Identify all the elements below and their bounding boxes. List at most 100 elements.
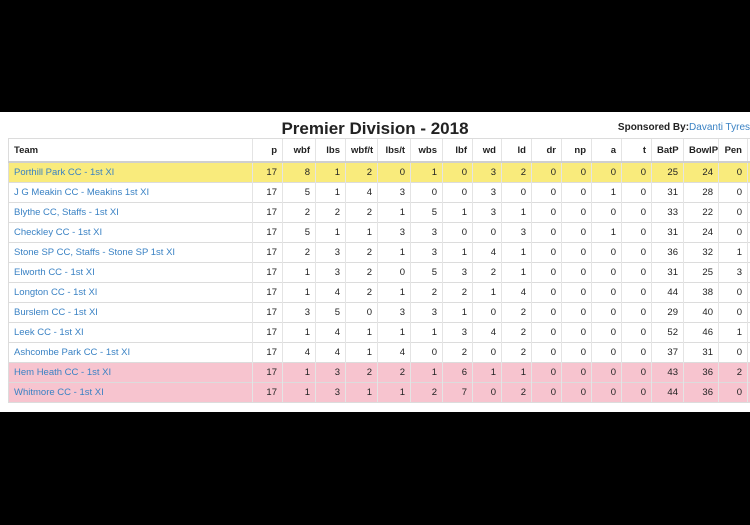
stat-cell: 3 bbox=[377, 302, 411, 323]
team-link[interactable]: Burslem CC - 1st XI bbox=[8, 302, 253, 323]
stat-cell: 3 bbox=[501, 222, 532, 243]
stat-cell: 0 bbox=[531, 242, 562, 263]
stat-cell: 0 bbox=[561, 161, 592, 183]
stat-cell: 199 bbox=[747, 322, 750, 343]
stat-cell: 0 bbox=[718, 382, 748, 403]
column-header[interactable]: lbs bbox=[315, 138, 346, 163]
stat-cell: 278 bbox=[747, 202, 750, 223]
stat-cell: 0 bbox=[591, 382, 622, 403]
stat-cell: 25 bbox=[683, 262, 719, 283]
stat-cell: 43 bbox=[651, 362, 684, 383]
stat-cell: 3 bbox=[410, 302, 443, 323]
column-header[interactable]: t bbox=[621, 138, 652, 163]
stat-cell: 0 bbox=[531, 202, 562, 223]
stat-cell: 0 bbox=[531, 362, 562, 383]
stat-cell: 17 bbox=[252, 362, 283, 383]
column-header[interactable]: dr bbox=[531, 138, 562, 163]
stat-cell: 0 bbox=[621, 302, 652, 323]
stat-cell: 3 bbox=[315, 262, 346, 283]
stat-cell: 3 bbox=[377, 182, 411, 203]
stat-cell: 0 bbox=[531, 262, 562, 283]
stat-cell: 1 bbox=[282, 382, 316, 403]
team-link[interactable]: Porthill Park CC - 1st XI bbox=[8, 161, 253, 183]
stat-cell: 22 bbox=[683, 202, 719, 223]
team-link[interactable]: Elworth CC - 1st XI bbox=[8, 262, 253, 283]
table-row: Burslem CC - 1st XI173503310200002940020… bbox=[8, 302, 750, 323]
stat-cell: 1 bbox=[442, 202, 473, 223]
column-header-team[interactable]: Team bbox=[8, 138, 253, 163]
stat-cell: 0 bbox=[531, 382, 562, 403]
column-header[interactable]: BatP bbox=[651, 138, 684, 163]
stat-cell: 3 bbox=[718, 262, 748, 283]
stat-cell: 3 bbox=[472, 202, 502, 223]
stat-cell: 0 bbox=[531, 322, 562, 343]
team-link[interactable]: Blythe CC, Staffs - 1st XI bbox=[8, 202, 253, 223]
team-link[interactable]: Checkley CC - 1st XI bbox=[8, 222, 253, 243]
column-header[interactable]: ld bbox=[501, 138, 532, 163]
stat-cell: 31 bbox=[651, 222, 684, 243]
stat-cell: 38 bbox=[683, 282, 719, 303]
column-header[interactable]: a bbox=[591, 138, 622, 163]
stat-cell: 1 bbox=[472, 362, 502, 383]
stat-cell: 1 bbox=[315, 222, 346, 243]
table-row: Blythe CC, Staffs - 1st XI 17 2 2 2 1 5 1 3 1 0 0 0 0… bbox=[8, 202, 750, 223]
stat-cell: 52 bbox=[651, 322, 684, 343]
stat-cell: 5 bbox=[315, 302, 346, 323]
column-header[interactable]: p bbox=[252, 138, 283, 163]
stat-cell: 1 bbox=[501, 262, 532, 283]
stat-cell: 44 bbox=[651, 382, 684, 403]
stat-cell: 17 bbox=[252, 262, 283, 283]
table-row: Hem Heath CC - 1st XI 17 1 3 2 2 1 6 1 1 0 0 0 0 43 36 2… bbox=[8, 362, 750, 383]
column-header[interactable]: wd bbox=[472, 138, 502, 163]
column-header[interactable]: np bbox=[561, 138, 592, 163]
stat-cell: 2 bbox=[410, 282, 443, 303]
table-header-row: Team p wbf lbs wbf/t lbs/t wbs lbf wd ld dr np a t Bat… bbox=[8, 138, 750, 163]
stat-cell: 31 bbox=[683, 342, 719, 363]
table-row: Checkley CC - 1st XI17511330030010312402… bbox=[8, 222, 750, 243]
stat-cell: 2 bbox=[345, 362, 378, 383]
stat-cell: 36 bbox=[651, 242, 684, 263]
stat-cell: 1 bbox=[377, 322, 411, 343]
stat-cell: 0 bbox=[621, 342, 652, 363]
stat-cell: 3 bbox=[442, 262, 473, 283]
stat-cell: 0 bbox=[531, 302, 562, 323]
table-row: Ashcombe Park CC - 1st XI 17 4 4 1 4 0 2 0 2 0 0 0 0 3… bbox=[8, 342, 750, 363]
column-header[interactable]: Pts bbox=[747, 138, 750, 163]
stat-cell: 2 bbox=[442, 282, 473, 303]
column-header[interactable]: wbf bbox=[282, 138, 316, 163]
stat-cell: 0 bbox=[621, 242, 652, 263]
column-header[interactable]: Pen bbox=[718, 138, 748, 163]
stat-cell: 4 bbox=[472, 242, 502, 263]
stat-cell: 3 bbox=[315, 242, 346, 263]
stat-cell: 1 bbox=[377, 242, 411, 263]
column-header[interactable]: lbs/t bbox=[377, 138, 411, 163]
stat-cell: 0 bbox=[531, 342, 562, 363]
stat-cell: 4 bbox=[315, 342, 346, 363]
column-header[interactable]: BowlP bbox=[683, 138, 719, 163]
team-link[interactable]: Ashcombe Park CC - 1st XI bbox=[8, 342, 253, 363]
team-link[interactable]: Longton CC - 1st XI bbox=[8, 282, 253, 303]
stat-cell: 44 bbox=[651, 282, 684, 303]
stat-cell: 0 bbox=[561, 262, 592, 283]
stat-cell: 174 bbox=[747, 382, 750, 403]
team-link[interactable]: Leek CC - 1st XI bbox=[8, 322, 253, 343]
team-link[interactable]: Stone SP CC, Staffs - Stone SP 1st XI bbox=[8, 242, 253, 263]
column-header[interactable]: wbf/t bbox=[345, 138, 378, 163]
table-row: Porthill Park CC - 1st XI 17 8 1 2 0 1 0 3 2 0 0 0 0 2… bbox=[8, 161, 750, 183]
stat-cell: 307 bbox=[747, 182, 750, 203]
stat-cell: 0 bbox=[621, 282, 652, 303]
team-link[interactable]: Hem Heath CC - 1st XI bbox=[8, 362, 253, 383]
stat-cell: 0 bbox=[442, 182, 473, 203]
stat-cell: 17 bbox=[252, 161, 283, 183]
team-link[interactable]: J G Meakin CC - Meakins 1st XI bbox=[8, 182, 253, 203]
stat-cell: 212 bbox=[747, 282, 750, 303]
stat-cell: 0 bbox=[561, 382, 592, 403]
stat-cell: 0 bbox=[561, 242, 592, 263]
team-link[interactable]: Whitmore CC - 1st XI bbox=[8, 382, 253, 403]
stat-cell: 1 bbox=[345, 322, 378, 343]
column-header[interactable]: wbs bbox=[410, 138, 443, 163]
sponsor-link[interactable]: Davanti Tyres bbox=[689, 122, 750, 133]
stat-cell: 4 bbox=[345, 182, 378, 203]
stat-cell: 1 bbox=[377, 282, 411, 303]
column-header[interactable]: lbf bbox=[442, 138, 473, 163]
